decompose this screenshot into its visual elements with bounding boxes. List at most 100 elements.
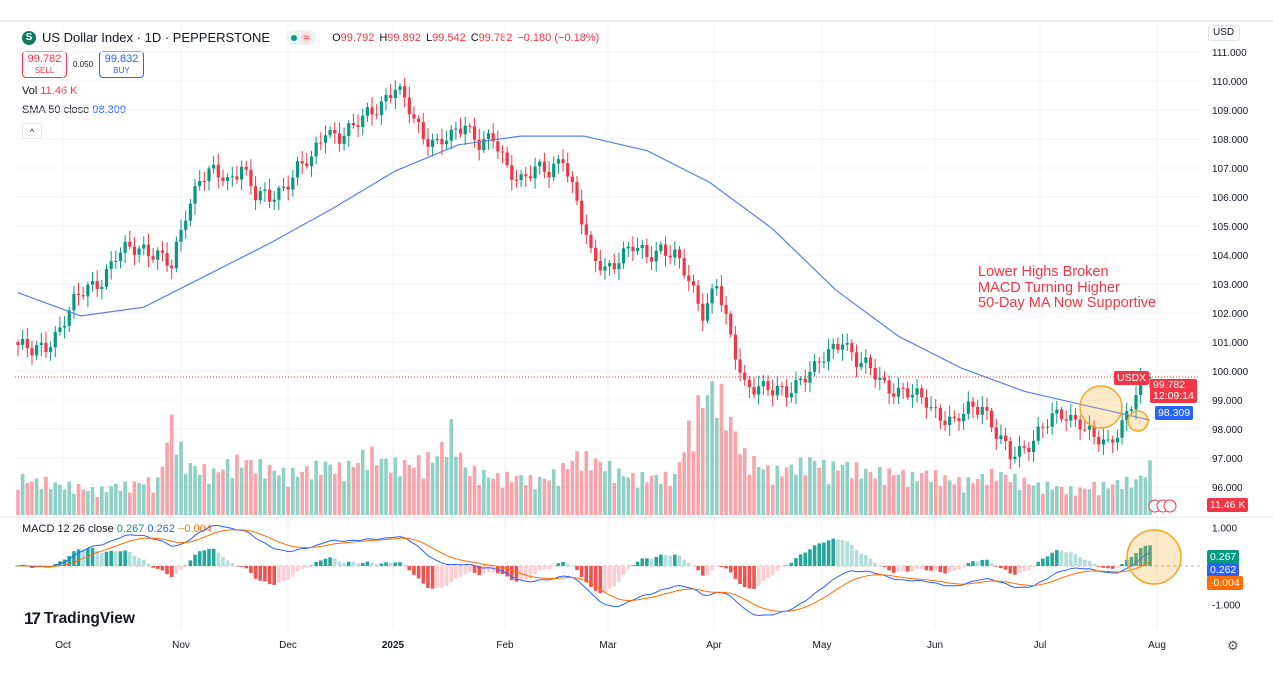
macd-histogram-bar <box>1115 566 1120 569</box>
time-tick: Jul <box>1033 640 1047 651</box>
candle-body <box>295 161 300 178</box>
macd-histogram-bar <box>929 566 933 571</box>
volume-bar <box>607 460 612 515</box>
volume-bar <box>416 455 421 515</box>
macd-histogram-bar <box>398 562 402 566</box>
volume-bar <box>202 464 207 515</box>
macd-histogram-bar <box>551 566 556 567</box>
candle-body <box>35 345 39 356</box>
candle-body <box>240 166 244 180</box>
macd-histogram-bar <box>640 558 645 566</box>
symbol-title[interactable]: US Dollar Index · 1D · PEPPERSTONE <box>42 30 271 45</box>
macd-histogram-bar <box>1022 566 1027 572</box>
macd-histogram-bar <box>360 562 365 566</box>
volume-bar <box>356 462 360 515</box>
volume-bar <box>971 483 975 515</box>
us-flag-icon[interactable] <box>1163 499 1177 513</box>
volume-bar <box>58 484 62 515</box>
candle-body <box>421 122 425 140</box>
candle-body <box>81 295 85 297</box>
macd-histogram-bar <box>780 566 784 567</box>
volume-bar <box>696 395 700 515</box>
volume-bar <box>994 480 999 515</box>
macd-histogram-bar <box>1106 566 1110 569</box>
macd-histogram-bar <box>528 566 533 579</box>
tradingview-logo[interactable]: 17 TradingView <box>24 609 135 629</box>
volume-bar <box>682 452 686 515</box>
candle-body <box>253 186 258 201</box>
volume-bar <box>826 484 831 515</box>
macd-histogram-bar <box>710 566 714 571</box>
settings-gear-icon[interactable]: ⚙ <box>1227 638 1239 653</box>
candle-body <box>104 268 109 287</box>
data-delay-icon: ≈ <box>301 31 312 44</box>
macd-histogram-bar <box>505 566 509 577</box>
volume-bar <box>277 475 281 515</box>
volume-bar <box>710 381 714 515</box>
macd-histogram-bar <box>332 558 337 566</box>
candle-body <box>53 331 57 348</box>
macd-histogram-bar <box>1055 550 1059 566</box>
volume-bar <box>1050 489 1054 515</box>
macd-histogram-bar <box>766 566 770 578</box>
volume-bar <box>891 474 896 515</box>
candle-body <box>375 114 379 116</box>
macd-histogram-bar <box>253 566 258 579</box>
volume-bar <box>617 468 621 515</box>
volume-bar <box>25 483 30 515</box>
event-flags[interactable] <box>1148 499 1177 513</box>
macd-histogram-bar <box>985 559 989 566</box>
macd-histogram-bar <box>966 563 971 566</box>
time-tick: Jun <box>926 640 944 651</box>
candle-body <box>137 248 141 255</box>
macd-histogram-bar <box>668 555 672 566</box>
volume-bar <box>780 476 784 515</box>
macd-histogram-bar <box>197 551 202 566</box>
hist-axis-label: -0.004 <box>1207 576 1243 590</box>
macd-histogram-bar <box>1110 566 1115 569</box>
macd-histogram-bar <box>617 566 621 582</box>
macd-histogram-bar <box>952 566 957 571</box>
candle-body <box>365 107 369 116</box>
volume-bar <box>1045 481 1050 515</box>
volume-bar <box>547 480 551 515</box>
candle-body <box>351 123 356 126</box>
candle-body <box>715 286 719 289</box>
candle-body <box>654 250 658 262</box>
macd-line <box>17 524 1151 617</box>
volume-bar <box>1106 488 1110 515</box>
volume-bar <box>197 474 202 515</box>
candle-body <box>1059 409 1064 420</box>
market-status-pill[interactable]: ≈ <box>286 30 317 45</box>
top-divider <box>0 20 1273 22</box>
candle-body <box>267 189 272 202</box>
macd-legend[interactable]: MACD 12 26 close 0.267 0.262 −0.004 <box>22 523 212 535</box>
candle-body <box>398 86 402 90</box>
macd-histogram-bar <box>305 566 309 568</box>
signal-axis-label: 0.262 <box>1207 563 1240 577</box>
volume-bar <box>859 478 863 515</box>
volume-bar <box>1036 482 1040 515</box>
macd-histogram-bar <box>575 566 579 571</box>
macd-histogram-bar <box>812 545 817 566</box>
candle-body <box>850 343 854 353</box>
candle-body <box>836 343 840 350</box>
macd-histogram-bar <box>756 566 761 586</box>
macd-histogram-bar <box>635 561 640 566</box>
macd-histogram-bar <box>523 566 528 580</box>
volume-bar <box>645 482 649 515</box>
macd-histogram-bar <box>169 566 174 578</box>
candle-body <box>212 164 216 169</box>
macd-histogram-bar <box>374 564 379 566</box>
candle-body <box>146 244 151 257</box>
volume-bar <box>542 478 547 515</box>
volume-bar <box>500 487 505 515</box>
volume-bar <box>603 471 607 515</box>
volume-legend[interactable]: Vol 11.46 K <box>22 85 77 97</box>
currency-selector[interactable]: USD <box>1208 25 1240 41</box>
macd-histogram-bar <box>817 543 822 566</box>
macd-histogram-bar <box>1143 545 1148 566</box>
macd-histogram-bar <box>435 566 440 588</box>
volume-bar <box>915 481 919 515</box>
